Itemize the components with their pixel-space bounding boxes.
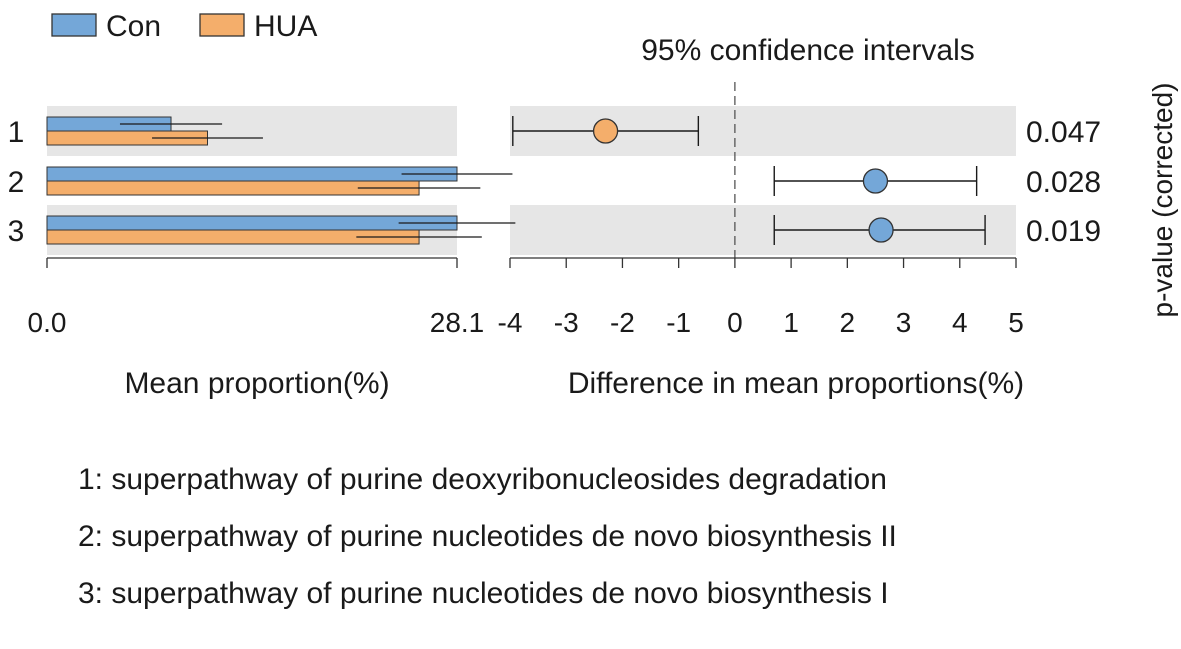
footnote-1-text: superpathway of purine deoxyribonucleosi… (111, 463, 887, 496)
legend-swatch-con (51, 13, 97, 37)
legend-label-hua: HUA (254, 10, 317, 43)
right-tick-label-5: 1 (783, 307, 799, 338)
right-tick-label-1: -3 (554, 307, 579, 338)
right-tick-label-9: 5 (1008, 307, 1024, 338)
footnote-1: 1: superpathway of purine deoxyribonucle… (78, 460, 1158, 517)
category-label-3: 3 (8, 215, 25, 248)
p-value-3: 0.019 (1026, 215, 1101, 248)
p-value-2: 0.028 (1026, 166, 1101, 199)
footnote-3: 3: superpathway of purine nucleotides de… (78, 574, 1158, 631)
footnote-2-id: 2: (78, 520, 104, 553)
left-tick-label-1: 28.1 (430, 307, 485, 338)
chart-text: 1 2 3 0.0 28.1 -4 -3 -2 -1 0 1 2 3 4 5 Mean proportion(… (8, 34, 1178, 400)
p-value-axis-label: p-value (corrected) (1147, 83, 1178, 318)
mean-proportion-bars (46, 116, 516, 245)
legend: Con HUA (51, 10, 317, 43)
footnote-2: 2: superpathway of purine nucleotides de… (78, 517, 1158, 574)
footnote-3-text: superpathway of purine nucleotides de no… (111, 577, 889, 610)
footnote-2-text: superpathway of purine nucleotides de no… (111, 520, 897, 553)
footnote-3-id: 3: (78, 577, 104, 610)
right-tick-label-2: -2 (610, 307, 635, 338)
ci-point-3 (868, 217, 894, 243)
ci-point-2 (862, 168, 889, 194)
right-tick-label-0: -4 (498, 307, 523, 338)
legend-swatch-hua (199, 13, 245, 37)
right-tick-label-8: 4 (952, 307, 968, 338)
pathway-footnotes: 1: superpathway of purine deoxyribonucle… (78, 460, 1158, 631)
right-tick-label-4: 0 (727, 307, 743, 338)
bar-con-2 (46, 166, 458, 182)
ci-panel-title: 95% confidence intervals (641, 34, 975, 67)
confidence-interval-marks (512, 82, 986, 258)
category-label-2: 2 (8, 166, 25, 199)
legend-label-con: Con (106, 10, 161, 43)
p-value-1: 0.047 (1026, 116, 1101, 149)
right-tick-label-3: -1 (666, 307, 691, 338)
ci-point-1 (592, 118, 619, 144)
right-tick-label-7: 3 (896, 307, 912, 338)
left-x-axis-label: Mean proportion(%) (124, 367, 389, 400)
bar-con-3 (46, 215, 458, 231)
axes (46, 257, 1017, 268)
extended-error-bar-chart: Con HUA 1 2 3 0.0 28.1 -4 -3 -2 -1 0 1 2 3 4 5 Mean prop… (8, 10, 1178, 400)
right-tick-label-6: 2 (840, 307, 856, 338)
footnote-1-id: 1: (78, 463, 104, 496)
left-tick-label-0: 0.0 (28, 307, 67, 338)
right-x-axis-label: Difference in mean proportions(%) (568, 367, 1024, 400)
category-label-1: 1 (8, 116, 25, 149)
